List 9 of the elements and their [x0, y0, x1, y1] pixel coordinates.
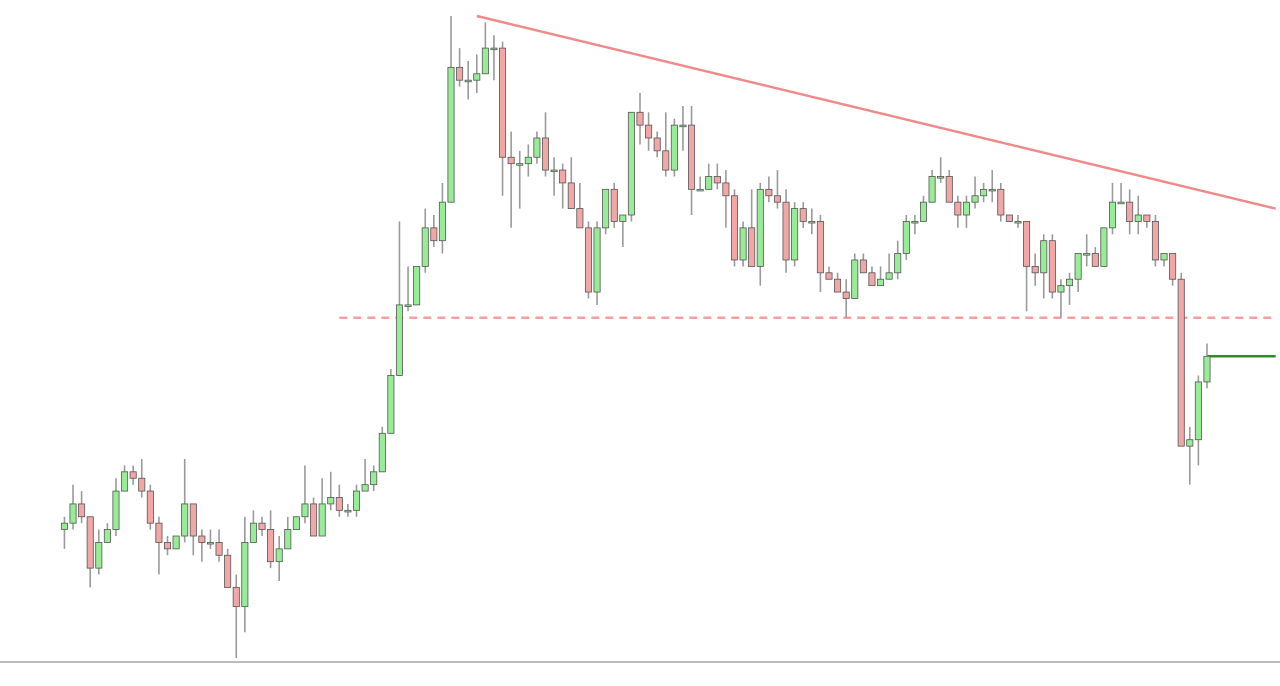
candlestick — [533, 130, 541, 165]
candlestick — [868, 265, 876, 287]
candlestick — [318, 477, 326, 537]
candlestick — [971, 175, 979, 210]
candlestick — [1074, 252, 1082, 293]
candlestick — [129, 464, 137, 486]
candlestick — [112, 477, 120, 537]
candlestick — [885, 252, 893, 281]
candlestick — [69, 483, 77, 531]
